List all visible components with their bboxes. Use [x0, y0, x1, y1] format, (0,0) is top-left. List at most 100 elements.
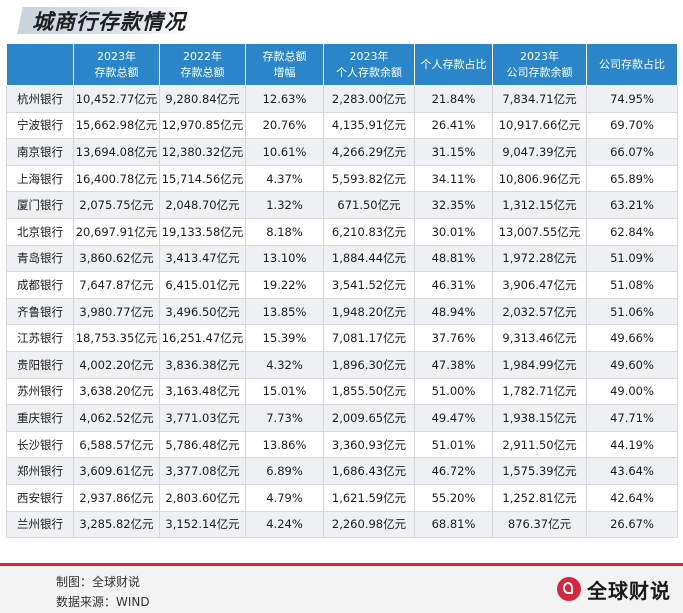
table-body: 杭州银行 10,452.77亿元 9,280.84亿元 12.63% 2,283.00亿… — [6, 85, 678, 539]
table-cell: 4,135.91亿元 — [323, 111, 415, 140]
table-cell: 13,694.08亿元 — [73, 138, 160, 166]
bank-name-cell: 齐鲁银行 — [6, 297, 74, 326]
table-cell: 7,081.17亿元 — [323, 324, 415, 352]
table-cell: 1,938.15亿元 — [492, 404, 587, 432]
table-row: 贵阳银行 4,002.20亿元 3,836.38亿元 4.32% 1,896.30亿元 4… — [6, 350, 678, 379]
table-cell: 10,917.66亿元 — [492, 111, 587, 140]
table-row: 郑州银行 3,609.61亿元 3,377.08亿元 6.89% 1,686.43亿元 4… — [6, 457, 678, 485]
header-cell: 2022年 存款总额 — [159, 43, 246, 86]
table-cell: 8.18% — [245, 217, 324, 246]
table-cell: 63.21% — [586, 191, 678, 219]
table-cell: 32.35% — [414, 191, 493, 219]
table-cell: 37.76% — [414, 324, 493, 352]
brand-logo-icon — [557, 577, 581, 601]
bank-name-cell: 上海银行 — [6, 164, 74, 193]
page-title: 城商行存款情况 — [32, 10, 186, 34]
bank-name-cell: 成都银行 — [6, 271, 74, 299]
table-row: 南京银行 13,694.08亿元 12,380.32亿元 10.61% 4,266.29… — [6, 138, 678, 166]
table-cell: 2,911.50亿元 — [492, 430, 587, 459]
table-cell: 2,937.86亿元 — [73, 483, 160, 512]
table-cell: 1,855.50亿元 — [323, 377, 415, 406]
table-cell: 1,896.30亿元 — [323, 350, 415, 379]
table-cell: 1,312.15亿元 — [492, 191, 587, 219]
table-cell: 7.73% — [245, 404, 324, 432]
table-cell: 6,210.83亿元 — [323, 217, 415, 246]
table-cell: 51.00% — [414, 377, 493, 406]
header-cell: 2023年 公司存款余额 — [492, 43, 587, 86]
table-cell: 12,970.85亿元 — [159, 111, 246, 140]
table-cell: 7,834.71亿元 — [492, 85, 587, 113]
table-cell: 3,860.62亿元 — [73, 244, 160, 273]
table-cell: 10.61% — [245, 138, 324, 166]
table-cell: 62.84% — [586, 217, 678, 246]
table-row: 兰州银行 3,285.82亿元 3,152.14亿元 4.24% 2,260.98亿元 6… — [6, 510, 678, 539]
brand: 全球财说 — [557, 574, 671, 604]
table-cell: 18,753.35亿元 — [73, 324, 160, 352]
table-cell: 15.39% — [245, 324, 324, 352]
table-cell: 9,047.39亿元 — [492, 138, 587, 166]
table-row: 北京银行 20,697.91亿元 19,133.58亿元 8.18% 6,210.83亿… — [6, 217, 678, 246]
footer: 制图：全球财说 数据来源：WIND 全球财说 — [0, 566, 683, 613]
bank-name-cell: 兰州银行 — [6, 510, 74, 539]
table-cell: 21.84% — [414, 85, 493, 113]
bank-name-cell: 长沙银行 — [6, 430, 74, 459]
table-cell: 671.50亿元 — [323, 191, 415, 219]
table-row: 西安银行 2,937.86亿元 2,803.60亿元 4.79% 1,621.59亿元 5… — [6, 483, 678, 512]
table-cell: 6,415.01亿元 — [159, 271, 246, 299]
table-row: 宁波银行 15,662.98亿元 12,970.85亿元 20.76% 4,135.91… — [6, 111, 678, 140]
table-cell: 1,884.44亿元 — [323, 244, 415, 273]
table-cell: 12.63% — [245, 85, 324, 113]
table-cell: 19.22% — [245, 271, 324, 299]
deposit-table-container: 2023年 存款总额 2022年 存款总额 存款总额 增幅 2023年 个人存款余额 个人存款占… — [6, 43, 678, 539]
header-cell-bank — [6, 43, 74, 86]
table-row: 江苏银行 18,753.35亿元 16,251.47亿元 15.39% 7,081.17… — [6, 324, 678, 352]
table-cell: 1.32% — [245, 191, 324, 219]
bank-name-cell: 杭州银行 — [6, 85, 74, 113]
table-cell: 876.37亿元 — [492, 510, 587, 539]
table-cell: 74.95% — [586, 85, 678, 113]
table-cell: 4.24% — [245, 510, 324, 539]
table-cell: 44.19% — [586, 430, 678, 459]
table-cell: 26.41% — [414, 111, 493, 140]
table-cell: 49.00% — [586, 377, 678, 406]
table-cell: 7,647.87亿元 — [73, 271, 160, 299]
table-cell: 19,133.58亿元 — [159, 217, 246, 246]
table-header-row: 2023年 存款总额 2022年 存款总额 存款总额 增幅 2023年 个人存款余额 个人存款占… — [6, 43, 678, 86]
bank-name-cell: 厦门银行 — [6, 191, 74, 219]
table-cell: 48.81% — [414, 244, 493, 273]
table-cell: 13.86% — [245, 430, 324, 459]
table-cell: 31.15% — [414, 138, 493, 166]
table-cell: 10,806.96亿元 — [492, 164, 587, 193]
table-cell: 1,984.99亿元 — [492, 350, 587, 379]
table-cell: 16,251.47亿元 — [159, 324, 246, 352]
table-row: 重庆银行 4,062.52亿元 3,771.03亿元 7.73% 2,009.65亿元 4… — [6, 404, 678, 432]
table-cell: 5,786.48亿元 — [159, 430, 246, 459]
table-cell: 13.10% — [245, 244, 324, 273]
table-cell: 1,972.28亿元 — [492, 244, 587, 273]
bank-name-cell: 南京银行 — [6, 138, 74, 166]
table-cell: 66.07% — [586, 138, 678, 166]
table-row: 苏州银行 3,638.20亿元 3,163.48亿元 15.01% 1,855.50亿元… — [6, 377, 678, 406]
bank-name-cell: 江苏银行 — [6, 324, 74, 352]
table-cell: 2,009.65亿元 — [323, 404, 415, 432]
header-cell: 公司存款占比 — [586, 43, 678, 86]
table-cell: 9,280.84亿元 — [159, 85, 246, 113]
table-cell: 51.06% — [586, 297, 678, 326]
table-cell: 30.01% — [414, 217, 493, 246]
table-cell: 49.66% — [586, 324, 678, 352]
table-cell: 34.11% — [414, 164, 493, 193]
table-cell: 20.76% — [245, 111, 324, 140]
table-cell: 4.79% — [245, 483, 324, 512]
table-cell: 43.64% — [586, 457, 678, 485]
table-row: 成都银行 7,647.87亿元 6,415.01亿元 19.22% 3,541.52亿元… — [6, 271, 678, 299]
table-row: 杭州银行 10,452.77亿元 9,280.84亿元 12.63% 2,283.00亿… — [6, 85, 678, 113]
table-cell: 55.20% — [414, 483, 493, 512]
table-cell: 13.85% — [245, 297, 324, 326]
table-cell: 47.38% — [414, 350, 493, 379]
title-area: 城商行存款情况 — [0, 0, 683, 38]
table-cell: 3,609.61亿元 — [73, 457, 160, 485]
table-cell: 3,980.77亿元 — [73, 297, 160, 326]
table-cell: 12,380.32亿元 — [159, 138, 246, 166]
credit-maker: 制图：全球财说 — [56, 575, 141, 589]
table-cell: 51.09% — [586, 244, 678, 273]
